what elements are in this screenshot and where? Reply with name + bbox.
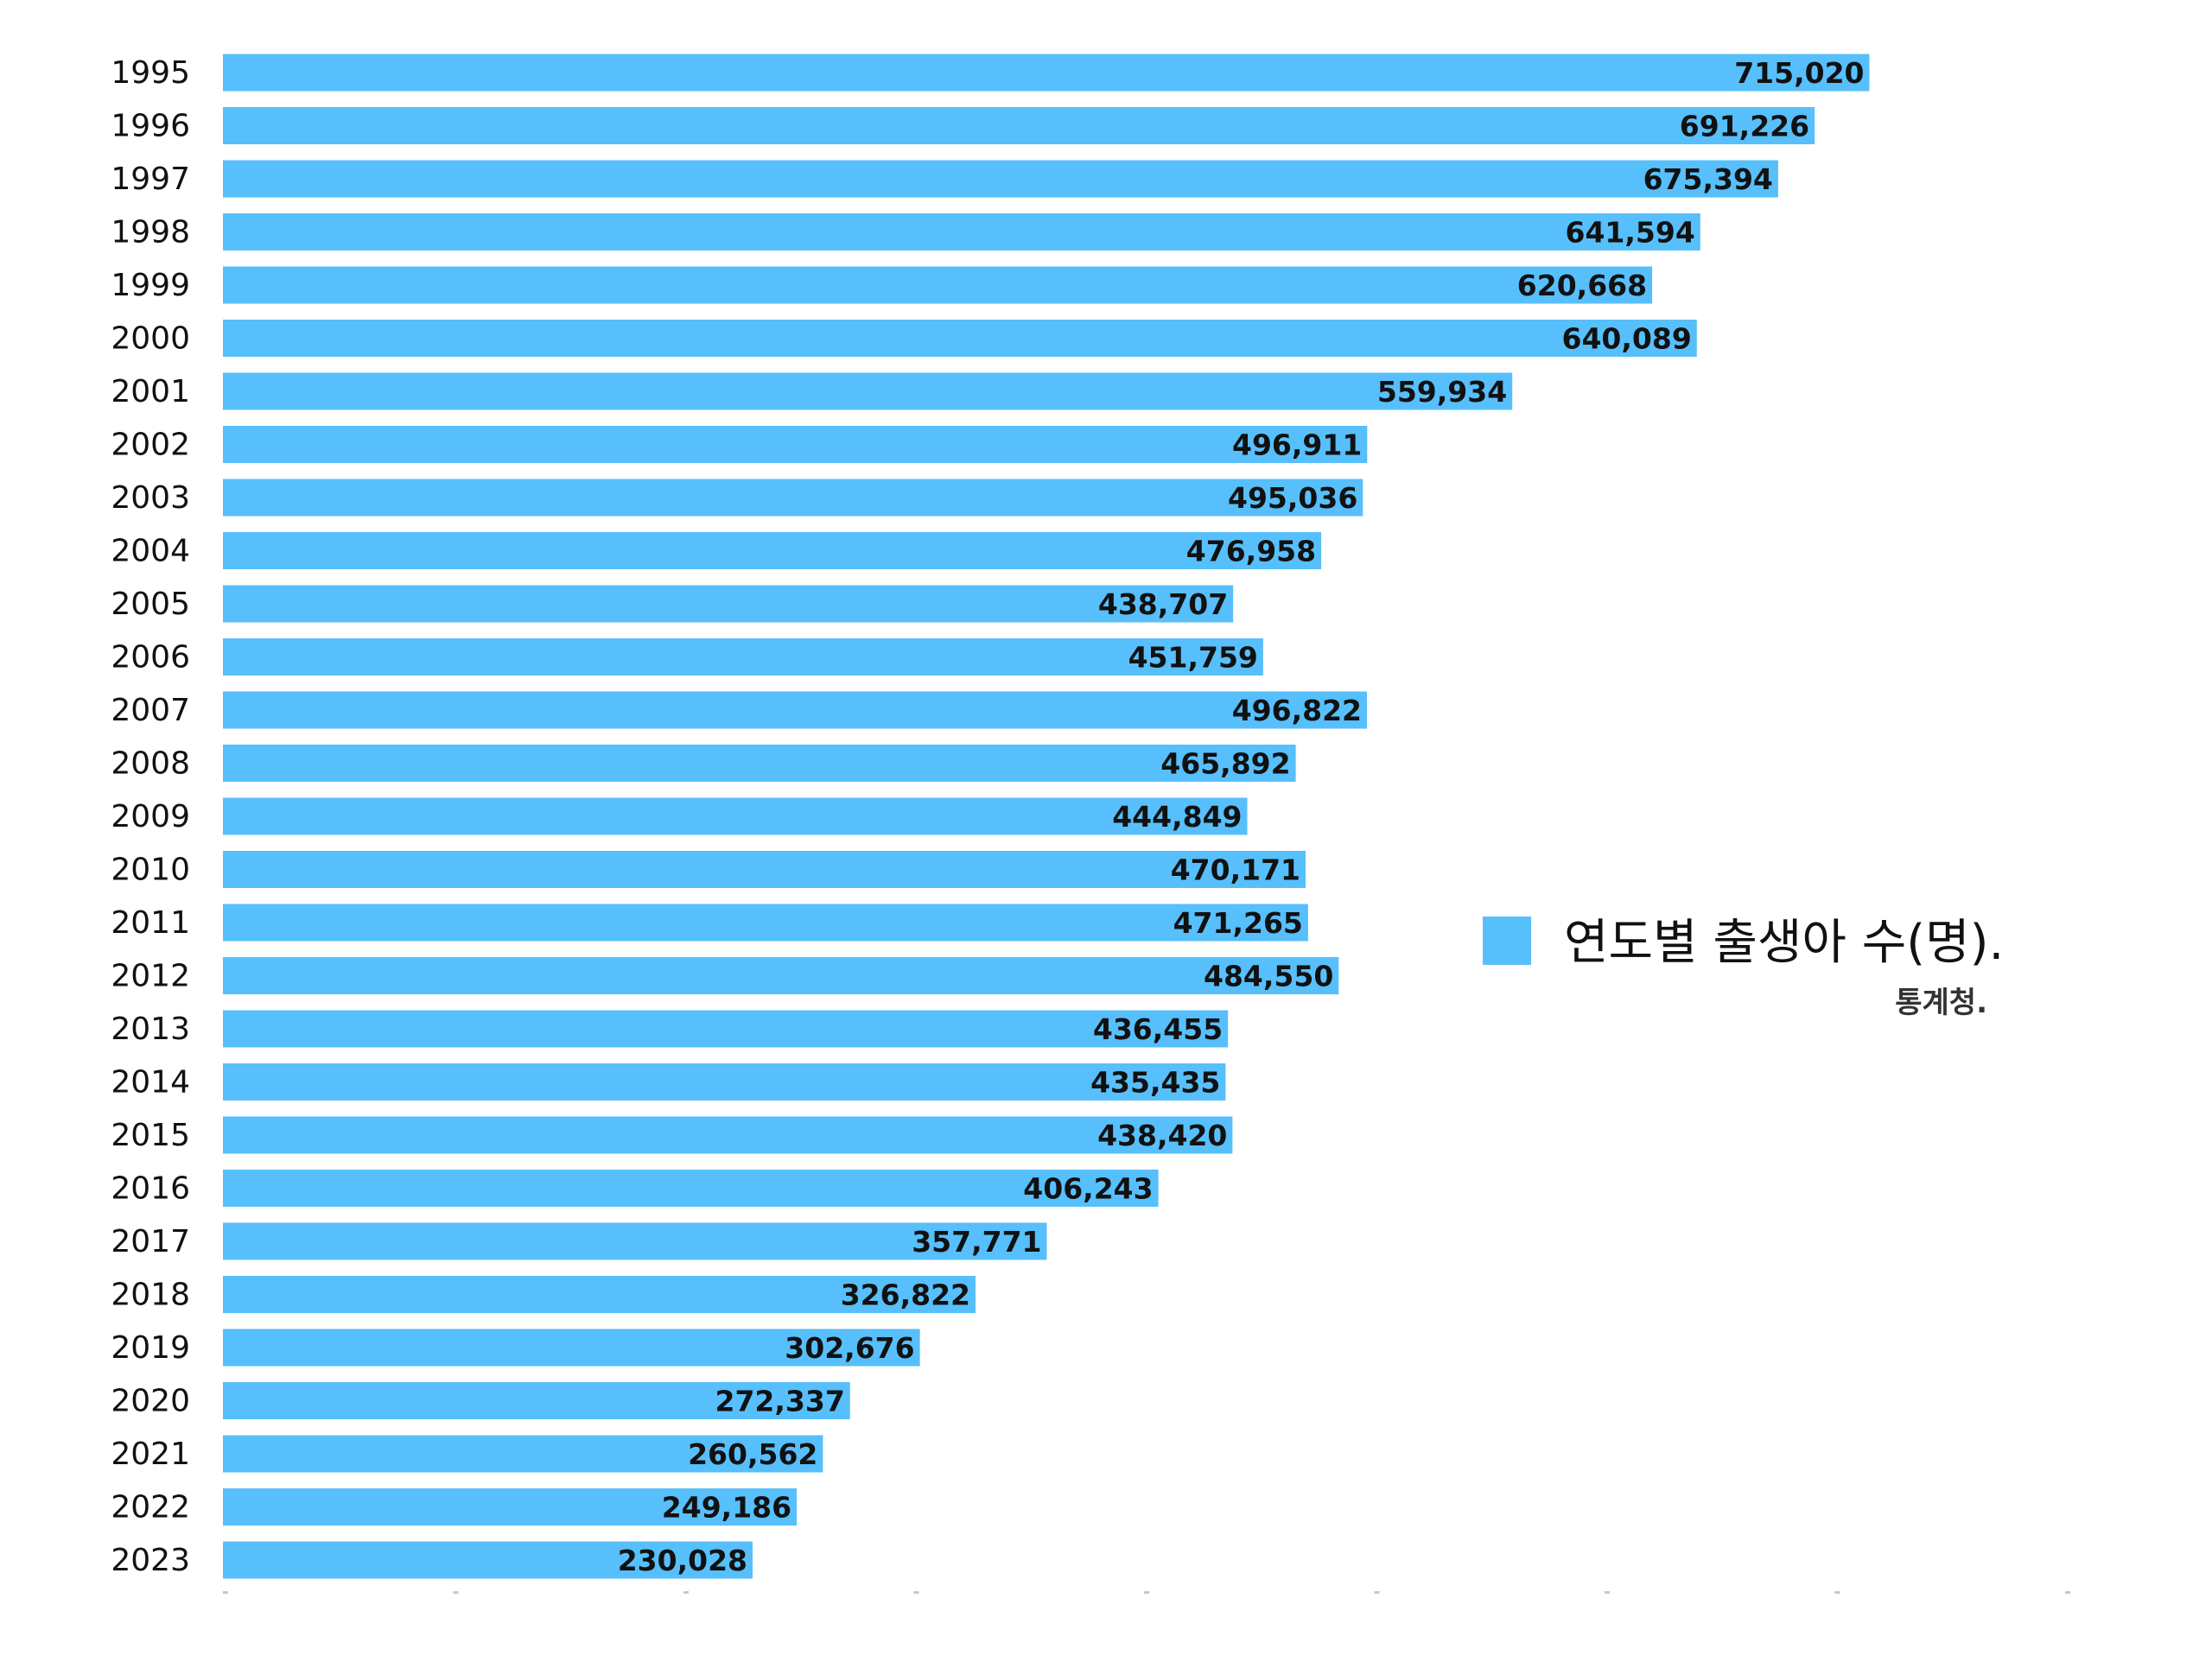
legend-swatch bbox=[1483, 917, 1531, 965]
year-label-1995: 1995 bbox=[111, 55, 190, 91]
year-label-2000: 2000 bbox=[111, 321, 190, 357]
bar-2019 bbox=[223, 1329, 920, 1367]
value-label-2021: 260,562 bbox=[688, 1437, 817, 1471]
year-label-1996: 1996 bbox=[111, 109, 190, 144]
year-label-2002: 2002 bbox=[111, 428, 190, 463]
value-label-2004: 476,958 bbox=[1186, 535, 1316, 568]
value-label-2006: 451,759 bbox=[1128, 641, 1258, 675]
legend-label: 연도별 출생아 수(명). bbox=[1564, 915, 2004, 971]
year-label-2013: 2013 bbox=[111, 1012, 190, 1047]
year-label-2022: 2022 bbox=[111, 1490, 190, 1526]
year-label-2010: 2010 bbox=[111, 853, 190, 888]
bar-2023 bbox=[223, 1541, 753, 1579]
year-label-2003: 2003 bbox=[111, 480, 190, 516]
bar-2007 bbox=[223, 691, 1367, 729]
value-label-2010: 470,171 bbox=[1171, 853, 1300, 887]
bar-2015 bbox=[223, 1116, 1233, 1154]
year-label-2017: 2017 bbox=[111, 1224, 190, 1259]
bar-2005 bbox=[223, 585, 1234, 623]
bar-2014 bbox=[223, 1063, 1226, 1101]
year-label-2018: 2018 bbox=[111, 1278, 190, 1313]
bar-1997 bbox=[223, 160, 1778, 198]
value-label-2011: 471,265 bbox=[1173, 906, 1303, 940]
bar-2022 bbox=[223, 1488, 798, 1526]
year-label-2023: 2023 bbox=[111, 1543, 190, 1578]
year-label-2001: 2001 bbox=[111, 374, 190, 409]
value-label-2013: 436,455 bbox=[1093, 1012, 1223, 1046]
year-label-2006: 2006 bbox=[111, 640, 190, 676]
bar-2000 bbox=[223, 320, 1697, 357]
year-label-2012: 2012 bbox=[111, 959, 190, 994]
bar-2016 bbox=[223, 1170, 1159, 1207]
value-label-2022: 249,186 bbox=[662, 1491, 791, 1525]
value-label-2023: 230,028 bbox=[618, 1544, 747, 1577]
value-label-1995: 715,020 bbox=[1734, 56, 1864, 90]
year-label-2016: 2016 bbox=[111, 1171, 190, 1207]
year-label-2004: 2004 bbox=[111, 534, 190, 569]
value-label-2009: 444,849 bbox=[1112, 800, 1242, 834]
bar-1998 bbox=[223, 213, 1700, 251]
year-label-2014: 2014 bbox=[111, 1065, 190, 1101]
bar-1995 bbox=[223, 54, 1870, 92]
bar-2004 bbox=[223, 532, 1322, 569]
bar-2006 bbox=[223, 638, 1263, 676]
value-label-2015: 438,420 bbox=[1097, 1119, 1227, 1152]
bar-2011 bbox=[223, 904, 1308, 942]
bar-2008 bbox=[223, 745, 1296, 782]
year-label-2019: 2019 bbox=[111, 1330, 190, 1366]
bar-2013 bbox=[223, 1010, 1229, 1048]
bar-1996 bbox=[223, 107, 1815, 144]
bar-2002 bbox=[223, 426, 1368, 463]
value-label-2019: 302,676 bbox=[785, 1331, 914, 1365]
bar-2009 bbox=[223, 797, 1248, 835]
year-label-2009: 2009 bbox=[111, 799, 190, 834]
value-label-2001: 559,934 bbox=[1377, 375, 1507, 409]
value-label-1999: 620,668 bbox=[1517, 269, 1647, 302]
value-label-2012: 484,550 bbox=[1204, 960, 1333, 993]
bar-2001 bbox=[223, 372, 1513, 410]
value-label-2002: 496,911 bbox=[1232, 428, 1362, 462]
year-label-1997: 1997 bbox=[111, 162, 190, 197]
bar-2020 bbox=[223, 1382, 850, 1419]
year-label-2005: 2005 bbox=[111, 587, 190, 622]
year-label-2008: 2008 bbox=[111, 746, 190, 782]
year-label-2007: 2007 bbox=[111, 693, 190, 728]
bar-2012 bbox=[223, 957, 1339, 994]
value-label-2005: 438,707 bbox=[1098, 587, 1228, 621]
value-label-2014: 435,435 bbox=[1090, 1066, 1220, 1100]
value-label-2000: 640,089 bbox=[1561, 322, 1691, 356]
value-label-2020: 272,337 bbox=[715, 1385, 844, 1418]
value-label-2018: 326,822 bbox=[841, 1278, 970, 1312]
bar-2003 bbox=[223, 479, 1363, 517]
legend: 연도별 출생아 수(명). bbox=[1483, 915, 2004, 971]
value-label-1998: 641,594 bbox=[1565, 216, 1694, 250]
year-label-2020: 2020 bbox=[111, 1384, 190, 1419]
year-label-2015: 2015 bbox=[111, 1118, 190, 1153]
year-label-1998: 1998 bbox=[111, 215, 190, 251]
value-label-1996: 691,226 bbox=[1680, 110, 1809, 143]
value-label-2016: 406,243 bbox=[1023, 1172, 1153, 1206]
value-label-2007: 496,822 bbox=[1232, 694, 1362, 727]
year-label-1999: 1999 bbox=[111, 268, 190, 303]
value-label-2017: 357,771 bbox=[912, 1225, 1041, 1259]
bars-layer: 1995 715,020 1996 691,226 1997 675,394 1998 641… bbox=[111, 54, 1870, 1579]
bar-2021 bbox=[223, 1435, 823, 1473]
source-note: 통계청. bbox=[1895, 986, 1987, 1020]
bar-2017 bbox=[223, 1222, 1047, 1260]
bar-2010 bbox=[223, 851, 1306, 888]
bar-1999 bbox=[223, 266, 1653, 304]
value-label-1997: 675,394 bbox=[1643, 162, 1773, 196]
bar-2018 bbox=[223, 1276, 976, 1313]
year-label-2011: 2011 bbox=[111, 905, 190, 941]
value-label-2003: 495,036 bbox=[1228, 481, 1357, 515]
value-label-2008: 465,892 bbox=[1160, 747, 1290, 781]
year-label-2021: 2021 bbox=[111, 1437, 190, 1472]
